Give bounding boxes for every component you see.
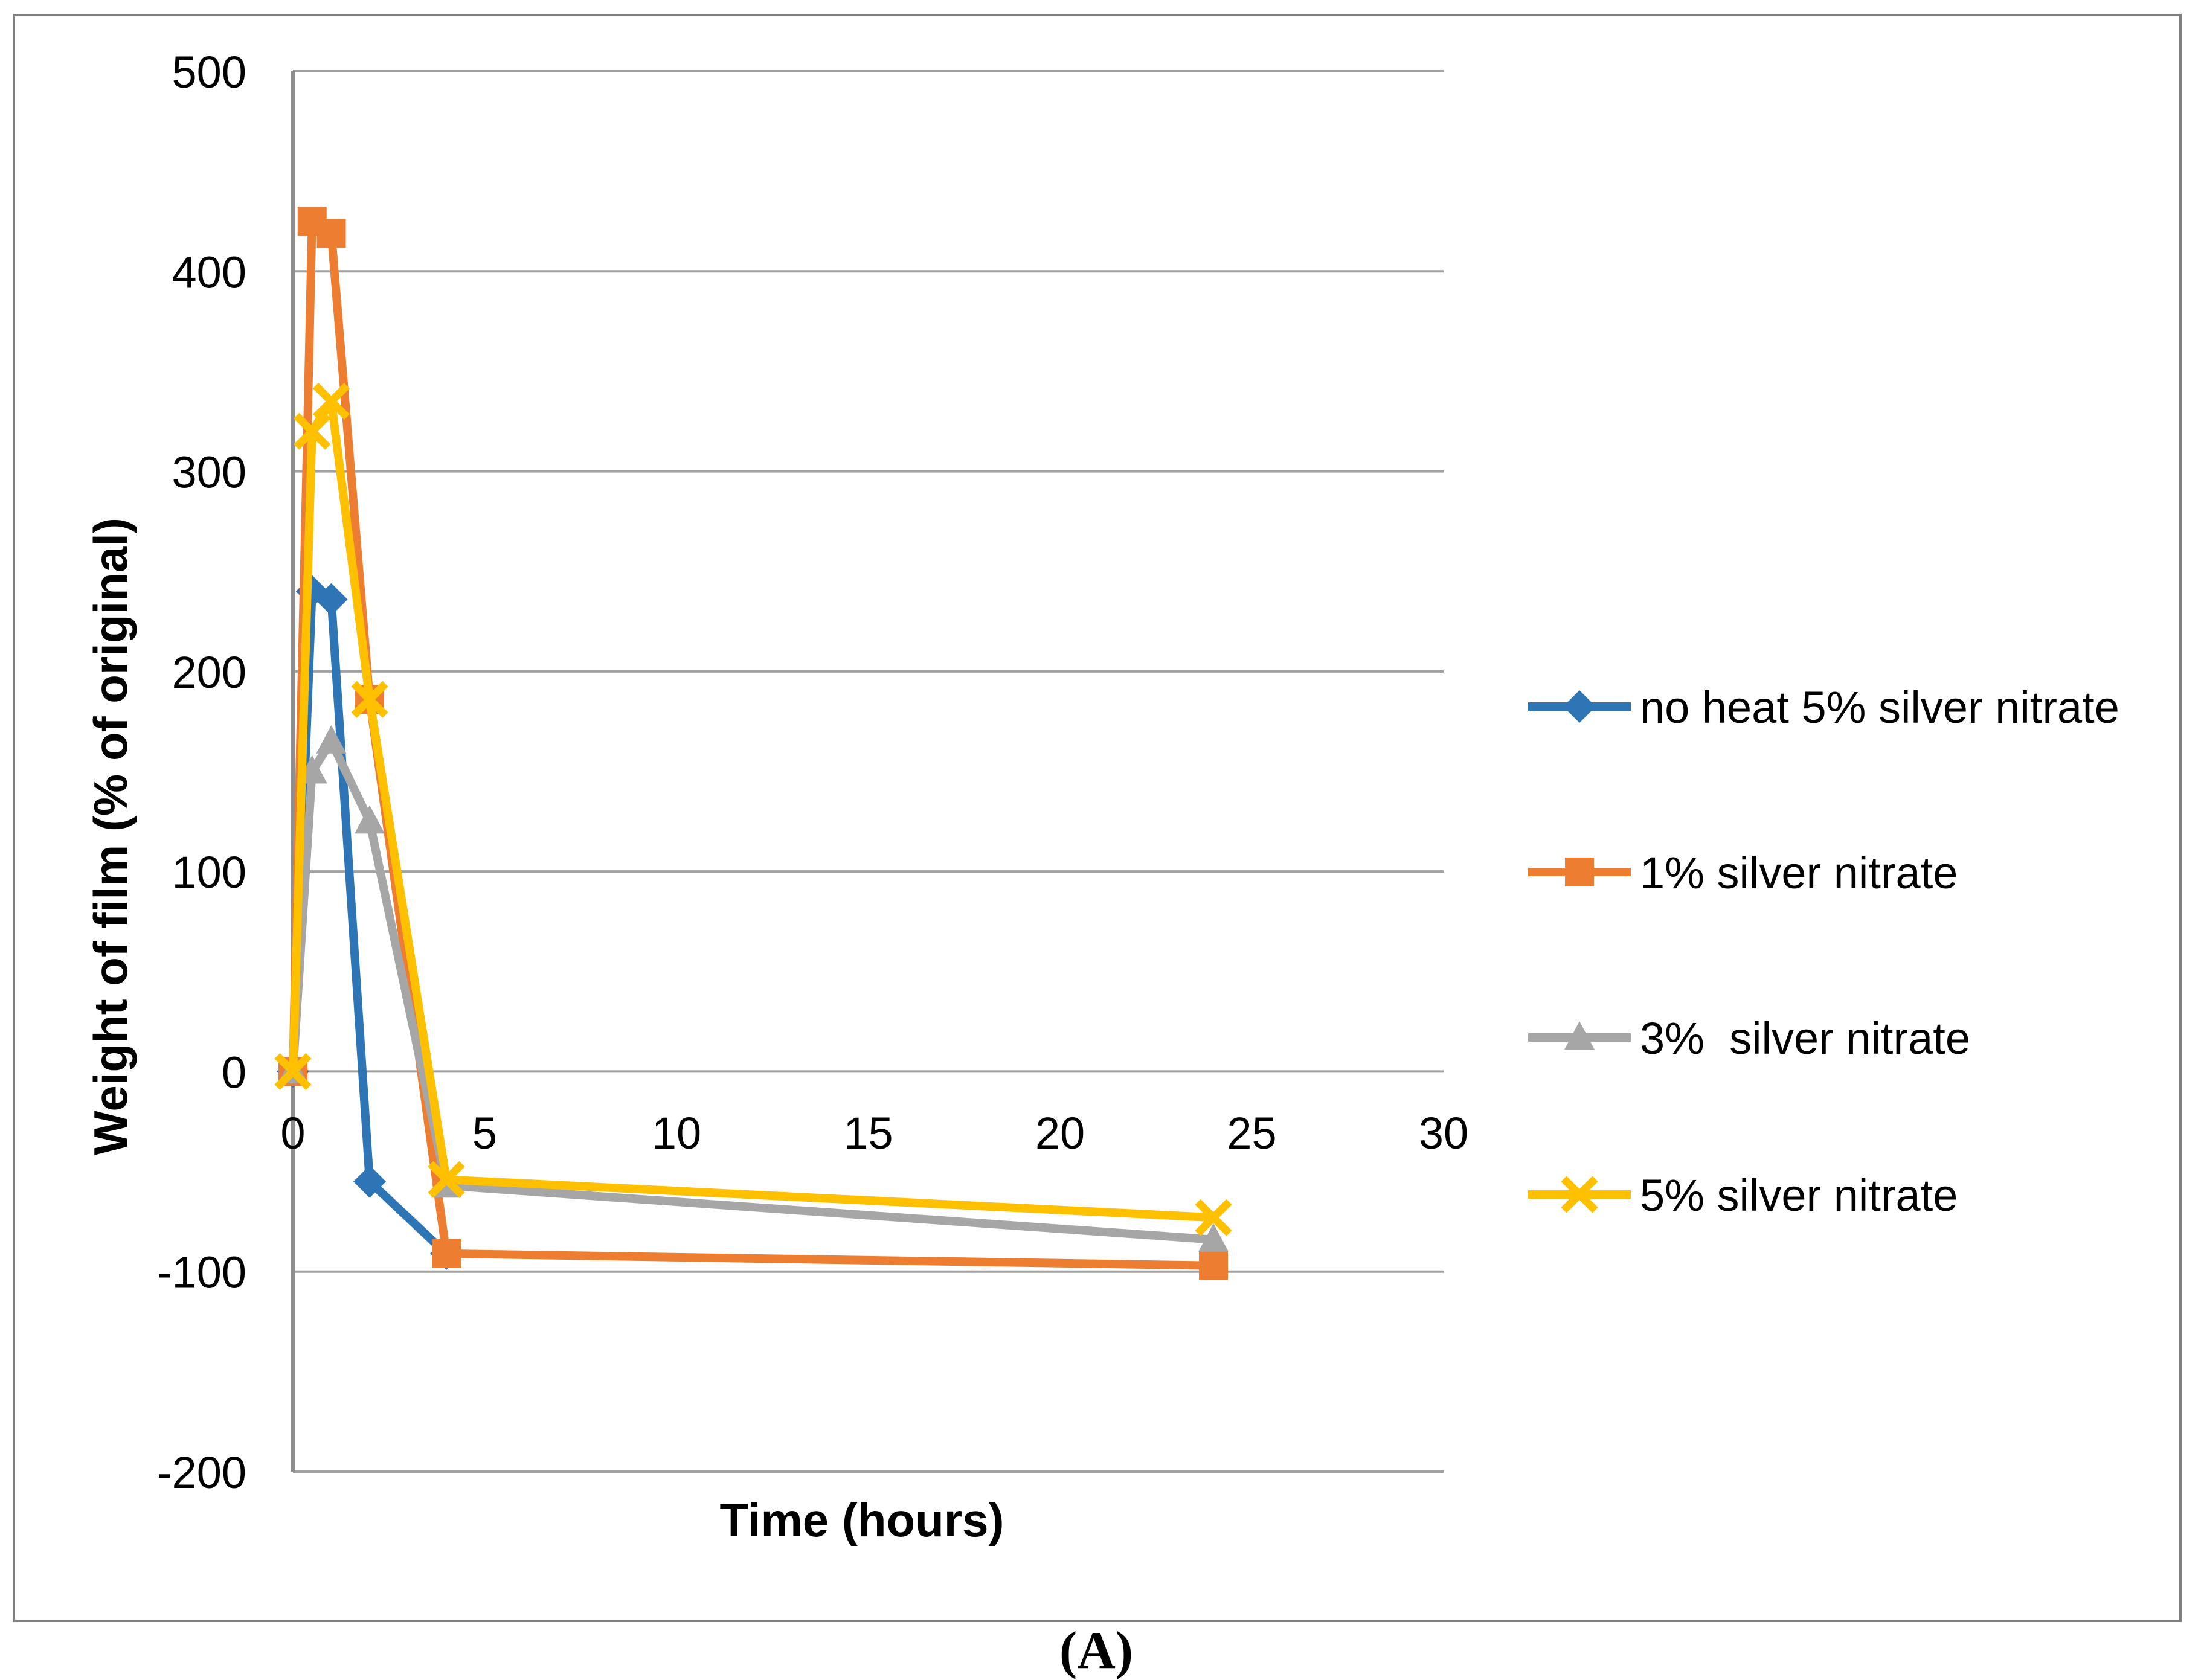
marker-x	[1561, 1176, 1598, 1213]
series-line	[289, 217, 1214, 1270]
series-3-silver-nitrate	[278, 725, 1229, 1252]
marker-triangle	[1564, 1021, 1595, 1050]
marker-diamond	[353, 1165, 386, 1198]
x-axis-title: Time (hours)	[719, 1493, 1004, 1547]
y-tick-label: -100	[157, 1248, 246, 1298]
x-tick-label: 5	[472, 1108, 497, 1158]
y-tick-label: -200	[157, 1448, 246, 1498]
marker-x	[294, 412, 331, 450]
marker-x	[351, 681, 388, 718]
marker-square	[432, 1239, 461, 1268]
marker-x	[274, 1053, 312, 1091]
x-tick-label: 15	[843, 1108, 893, 1158]
marker-triangle	[355, 805, 385, 834]
legend-label: no heat 5% silver nitrate	[1640, 682, 2119, 733]
figure-border	[13, 14, 2182, 1622]
x-tick-label: 20	[1035, 1108, 1085, 1158]
legend-item: 5% silver nitrate	[1528, 1170, 1958, 1220]
series-line	[289, 737, 1214, 1244]
series-5-silver-nitrate	[274, 383, 1232, 1236]
legend-label: 3% silver nitrate	[1640, 1013, 1970, 1063]
x-tick-label: 25	[1227, 1108, 1276, 1158]
y-tick-label: 500	[172, 47, 246, 97]
marker-x	[428, 1161, 465, 1198]
marker-square	[1565, 858, 1594, 886]
legend-label: 5% silver nitrate	[1640, 1170, 1958, 1220]
legend-label: 1% silver nitrate	[1640, 848, 1958, 898]
marker-triangle	[316, 725, 347, 754]
legend-item: 1% silver nitrate	[1528, 848, 1958, 898]
marker-diamond	[1563, 690, 1596, 723]
y-tick-label: 400	[172, 247, 246, 297]
y-tick-label: 0	[222, 1047, 246, 1097]
panel-label: (A)	[1059, 1621, 1134, 1680]
y-tick-label: 300	[172, 447, 246, 498]
marker-square	[1199, 1251, 1228, 1280]
y-axis-title: Weight of film (% of original)	[84, 518, 137, 1155]
x-tick-label: 10	[652, 1108, 701, 1158]
marker-square	[316, 219, 346, 248]
marker-diamond	[315, 583, 348, 616]
marker-x	[1195, 1199, 1232, 1236]
series-1-silver-nitrate	[278, 207, 1228, 1280]
marker-triangle	[1198, 1223, 1229, 1252]
legend-item: no heat 5% silver nitrate	[1528, 682, 2119, 733]
series-line	[289, 397, 1214, 1222]
marker-x	[312, 383, 350, 420]
y-tick-label: 200	[172, 647, 246, 697]
x-tick-label: 30	[1419, 1108, 1468, 1158]
y-tick-label: 100	[172, 847, 246, 897]
legend-item: 3% silver nitrate	[1528, 1013, 1970, 1063]
x-tick-label: 0	[280, 1108, 305, 1158]
